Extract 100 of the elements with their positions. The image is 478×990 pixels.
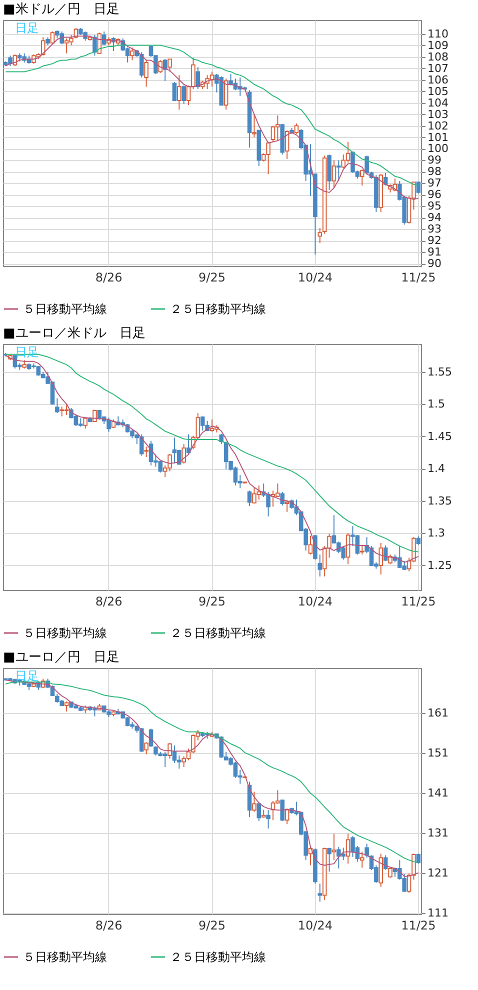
legend-label: ２５日移動平均線 xyxy=(170,626,266,640)
x-tick-label: 10/24 xyxy=(298,270,333,284)
y-tick-label: 131 xyxy=(428,826,448,840)
y-tick-label: 110 xyxy=(428,27,448,40)
y-tick-label: 1.55 xyxy=(428,365,452,378)
candlestick xyxy=(139,434,144,456)
y-tick-label: 1.4 xyxy=(428,462,445,476)
candlestick xyxy=(182,444,186,464)
x-tick-label: 8/26 xyxy=(95,270,122,284)
candlestick xyxy=(162,751,168,768)
y-tick-label: 93 xyxy=(428,222,442,236)
y-tick-label: 91 xyxy=(428,246,442,259)
candlestick xyxy=(412,853,416,880)
candlestick xyxy=(318,228,322,244)
candlestick xyxy=(327,847,332,872)
y-tick-label: 98 xyxy=(428,165,442,178)
y-tick-label: 106 xyxy=(428,73,448,86)
x-tick-label: 10/24 xyxy=(298,918,333,932)
candlestick xyxy=(186,85,191,106)
y-tick-label: 1.45 xyxy=(428,430,452,443)
x-tick-label: 11/25 xyxy=(401,594,436,608)
candlestick xyxy=(336,160,341,182)
y-tick-label: 96 xyxy=(428,188,442,202)
candlestick xyxy=(416,853,421,864)
legend-label: ２５日移動平均線 xyxy=(170,950,266,964)
candlestick xyxy=(346,833,350,864)
candlestick xyxy=(60,406,64,417)
candlestick xyxy=(50,30,55,45)
candlestick xyxy=(318,554,322,577)
candlestick xyxy=(360,168,364,186)
candlestick xyxy=(64,701,69,712)
y-tick-label: 151 xyxy=(428,746,448,760)
y-tick-label: 108 xyxy=(428,50,448,64)
candlestick xyxy=(360,544,364,555)
candlestick xyxy=(332,833,336,861)
x-tick-label: 11/25 xyxy=(401,918,436,932)
candlestick xyxy=(172,82,177,101)
y-tick-label: 101 xyxy=(428,130,448,144)
legend-label: ２５日移動平均線 xyxy=(170,302,266,316)
y-tick-label: 111 xyxy=(428,906,448,920)
y-tick-label: 90 xyxy=(428,257,442,270)
y-tick-label: 103 xyxy=(428,108,448,121)
legend-label: ５日移動平均線 xyxy=(23,302,107,316)
candlestick xyxy=(383,544,388,562)
candlestick xyxy=(256,801,262,822)
candlestick xyxy=(55,398,60,414)
x-tick-label: 9/25 xyxy=(198,270,226,284)
y-tick-label: 94 xyxy=(428,211,442,224)
y-tick-label: 1.35 xyxy=(428,494,452,508)
chart-title: ■ユーロ／米ドル 日足 xyxy=(3,326,146,341)
y-tick-label: 104 xyxy=(428,96,448,110)
y-tick-label: 100 xyxy=(428,142,448,156)
candlestick xyxy=(168,742,172,760)
y-tick-label: 109 xyxy=(428,38,448,52)
candlestick xyxy=(130,47,134,61)
chart-title: ■米ドル／円 日足 xyxy=(3,2,120,17)
y-tick-label: 161 xyxy=(428,706,448,720)
chart-title: ■ユーロ／円 日足 xyxy=(3,650,120,665)
candlestick xyxy=(182,85,186,104)
candlestick xyxy=(40,36,46,56)
y-tick-label: 121 xyxy=(428,866,448,880)
y-tick-label: 102 xyxy=(428,119,448,132)
candlestick xyxy=(144,60,148,88)
y-tick-label: 1.3 xyxy=(428,526,445,540)
candlestick xyxy=(252,114,256,138)
candlestick xyxy=(416,182,421,194)
candlestick xyxy=(219,433,224,445)
candlestick xyxy=(144,446,148,458)
candlestick xyxy=(177,74,182,110)
x-tick-label: 10/24 xyxy=(298,594,333,608)
candlestick xyxy=(313,534,318,560)
y-tick-label: 97 xyxy=(428,176,442,190)
y-tick-label: 105 xyxy=(428,84,448,98)
x-tick-label: 9/25 xyxy=(198,918,226,932)
x-tick-label: 11/25 xyxy=(401,270,436,284)
candlestick xyxy=(280,799,285,822)
y-tick-label: 1.5 xyxy=(428,398,445,411)
x-tick-label: 8/26 xyxy=(95,918,122,932)
candlestick xyxy=(346,532,350,565)
candlestick xyxy=(308,535,313,555)
candlestick xyxy=(266,810,270,830)
legend-label: ５日移動平均線 xyxy=(23,626,107,640)
candlestick xyxy=(168,58,172,72)
y-tick-label: 107 xyxy=(428,62,448,75)
legend-label: ５日移動平均線 xyxy=(23,950,107,964)
y-tick-label: 141 xyxy=(428,786,448,800)
candlestick xyxy=(332,160,336,188)
candlestick xyxy=(252,791,256,812)
candlestick xyxy=(191,57,196,90)
candlestick xyxy=(92,34,97,56)
candlestick xyxy=(378,542,384,576)
x-tick-label: 8/26 xyxy=(95,594,122,608)
y-tick-label: 1.25 xyxy=(428,558,452,572)
y-tick-label: 99 xyxy=(428,154,442,167)
candlestick xyxy=(318,883,322,902)
candlestick xyxy=(139,52,144,78)
candlestick xyxy=(294,122,299,134)
candlestick xyxy=(247,490,252,507)
candlestick xyxy=(360,851,364,868)
annotation: 日足 xyxy=(15,669,39,683)
